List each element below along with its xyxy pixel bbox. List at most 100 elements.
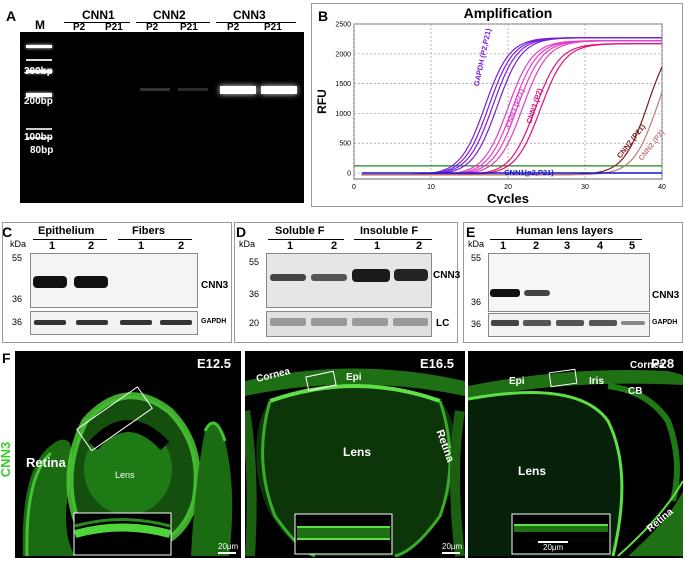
micro-2-scalebar — [442, 552, 460, 554]
gel-band-cnn2-p2 — [140, 88, 170, 91]
ladder-band — [26, 70, 52, 73]
blot-c-lane-3: 1 — [138, 240, 145, 252]
micro-2-stage: E16.5 — [420, 356, 454, 371]
blot-e-band-1 — [490, 289, 520, 297]
micro-panel-p28 — [468, 351, 683, 558]
micro-3-epi: Epi — [509, 376, 525, 387]
blot-e-band-2 — [524, 290, 550, 296]
gel-marker-label: M — [35, 18, 45, 32]
blot-d-kda: kDa — [239, 239, 256, 249]
gel-lane-6: P21 — [264, 22, 282, 33]
blot-d-band-2 — [311, 274, 347, 281]
micro-1-scalebar — [218, 552, 236, 554]
blot-c-lane-4: 2 — [178, 240, 185, 252]
blot-d-mw-loading: 20 — [249, 318, 260, 328]
chart-frame — [311, 3, 683, 207]
micro-2-lens: Lens — [343, 445, 372, 459]
gel-band-cnn3-p2 — [220, 86, 256, 94]
gel-group-cnn3: CNN3 — [233, 8, 266, 22]
gel-size-300: 300bp — [24, 66, 53, 77]
blot-e-protein: CNN3 — [652, 290, 680, 301]
gel-lane-4: P21 — [180, 22, 198, 33]
blot-e-mw-36: 36 — [471, 297, 482, 307]
blot-e-loading-label: GAPDH — [652, 319, 678, 326]
micro-3-iris: Iris — [589, 376, 605, 387]
panel-a-label: A — [6, 8, 17, 24]
micro-1-stage: E12.5 — [197, 356, 231, 371]
blot-d-group-1-line — [268, 239, 344, 240]
gel-lane-1: P2 — [73, 22, 86, 33]
blot-d-lane-2: 2 — [331, 240, 338, 252]
blot-c-group-1: Epithelium — [38, 225, 95, 237]
gel-band-cnn3-p21 — [261, 86, 297, 94]
micro-1-scale: 20μm — [218, 542, 239, 551]
blot-c-protein: CNN3 — [201, 280, 229, 291]
blot-c-lane-2: 2 — [88, 240, 95, 252]
blot-c-band-2 — [74, 276, 108, 288]
blot-d-group-1: Soluble F — [275, 225, 325, 237]
blot-d-protein: CNN3 — [433, 270, 461, 281]
gel-size-80: 80bp — [30, 145, 54, 156]
blot-c-lane-1: 1 — [49, 240, 56, 252]
y-tick-label: 0 — [347, 171, 351, 178]
blot-e-lane-1: 1 — [500, 240, 507, 252]
blot-d-group-2-line — [354, 239, 432, 240]
panel-e-label: E — [466, 224, 476, 240]
blot-e-main — [488, 253, 650, 312]
x-tick-label: 20 — [504, 184, 512, 191]
blot-e-lane-4: 4 — [597, 240, 604, 252]
blot-d-lane-1: 1 — [287, 240, 294, 252]
blot-d-band-4 — [394, 269, 428, 281]
series-line — [361, 92, 663, 176]
blot-c-loading-label: GAPDH — [201, 318, 227, 325]
ladder-band — [26, 45, 52, 48]
blot-e-gapdh-band — [523, 320, 551, 326]
panel-d-label: D — [236, 224, 247, 240]
blot-c-group-2-line — [118, 239, 192, 240]
blot-c-gapdh-band — [160, 320, 192, 325]
blot-c-gapdh-band — [76, 320, 108, 325]
blot-d-frame — [234, 222, 458, 343]
micro-3-stage: P28 — [651, 356, 675, 371]
blot-e-gapdh-band — [589, 320, 617, 326]
blot-e-group-line — [490, 239, 642, 240]
x-tick-label: 10 — [427, 184, 435, 191]
panel-f-label: F — [2, 350, 11, 366]
micro-2-scale: 20μm — [442, 542, 463, 551]
blot-d-lc-band — [311, 318, 347, 326]
gel-group-cnn1: CNN1 — [82, 8, 115, 22]
micro-panel-e16-5 — [245, 351, 465, 558]
gel-size-200: 200bp — [24, 96, 53, 107]
gel-lane-5: P2 — [227, 22, 240, 33]
blot-e-mw-loading: 36 — [471, 319, 482, 329]
gel-group-cnn2: CNN2 — [153, 8, 186, 22]
x-tick-label: 0 — [352, 184, 356, 191]
panel-b-label: B — [318, 8, 329, 24]
gel-lane-3: P2 — [146, 22, 159, 33]
y-tick-label: 2500 — [335, 22, 351, 29]
blot-c-mw-loading: 36 — [12, 317, 23, 327]
blot-c-group-1-line — [33, 239, 107, 240]
micro-side-label: CNN3 — [0, 441, 14, 478]
micro-3-cornea: Cornea — [630, 360, 665, 371]
ladder-band — [26, 59, 52, 61]
micro-3-scalebar — [538, 541, 568, 543]
blot-e-kda: kDa — [468, 239, 485, 249]
blot-d-loading-label: LC — [436, 318, 450, 329]
blot-d-band-3 — [352, 269, 390, 282]
gel-lane-2: P21 — [105, 22, 123, 33]
y-tick-label: 500 — [339, 141, 351, 148]
blot-d-band-1 — [270, 274, 306, 281]
amplification-chart: 0 10 20 30 40 0 500 1000 1500 2000 2500 Amplificati… — [315, 5, 666, 204]
gel-group-cnn2-line — [136, 22, 210, 23]
chart-title: Amplification — [464, 5, 553, 21]
blot-d-mw-55: 55 — [249, 257, 260, 267]
blot-e-lane-2: 2 — [533, 240, 540, 252]
micro-3-cb: CB — [628, 386, 643, 397]
blot-c-gapdh-band — [120, 320, 152, 325]
y-tick-label: 2000 — [335, 51, 351, 58]
micro-1-lens: Lens — [115, 470, 135, 480]
blot-d-lc-band — [352, 318, 388, 326]
blot-e-lane-3: 3 — [564, 240, 571, 252]
series-label: CNN1(p2,P21) — [504, 168, 554, 177]
